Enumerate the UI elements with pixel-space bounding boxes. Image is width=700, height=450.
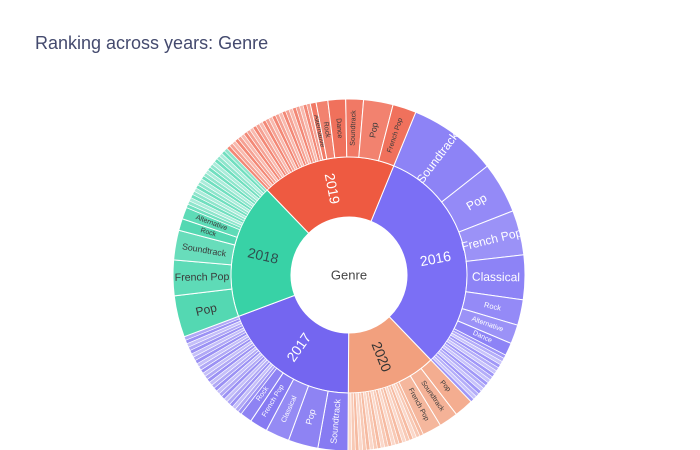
genre-label-2019-rock: Rock <box>322 121 331 138</box>
genre-label-2018-pop: Pop <box>194 300 218 319</box>
year-label-2019: 2019 <box>322 172 344 206</box>
chart-title: Ranking across years: Genre <box>35 33 269 53</box>
genre-slice-2019-french-pop[interactable] <box>377 104 417 167</box>
year-label-2016: 2016 <box>419 248 453 270</box>
genre-label-2017-pop: Pop <box>304 408 318 426</box>
genre-label-2019-soundtrack: Soundtrack <box>350 110 358 146</box>
year-label-2018: 2018 <box>246 244 280 267</box>
genre-label-2018-rock: Rock <box>200 227 218 238</box>
genre-label-2016-classical: Classical <box>472 270 520 285</box>
genre-label-2019-dance: Dance <box>335 118 343 139</box>
root-slice <box>291 217 407 333</box>
genre-label-2018-french-pop: French Pop <box>175 271 230 284</box>
genre-label-2019-pop: Pop <box>367 121 379 138</box>
root-label: Genre <box>331 268 367 283</box>
genre-label-2017-soundtrack: Soundtrack <box>328 398 342 444</box>
genre-label-2016-rock: Rock <box>483 300 502 313</box>
